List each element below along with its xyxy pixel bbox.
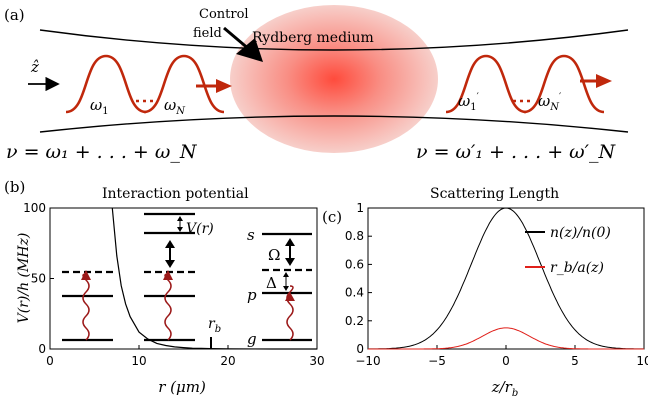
panel-b-ylabel: V(r)/h (MHz): [16, 233, 32, 324]
panel-b-xtick-label: 10: [131, 354, 146, 368]
vr-label: V(r): [186, 221, 214, 237]
rb-label: rb: [208, 316, 221, 335]
omega-1-prime-label: ω1′: [458, 92, 480, 113]
omega-1-label: ω1: [90, 96, 109, 117]
panel-b-ytick-label: 100: [23, 201, 46, 215]
panel-b-xtick-label: 30: [309, 354, 324, 368]
panel-b-label: (b): [4, 178, 25, 196]
output-arrow-head: [596, 74, 612, 88]
panel-c-ytick-label: 0.2: [345, 314, 364, 328]
energy-equation-left: ν = ω₁ + . . . + ω_N: [6, 141, 198, 163]
control-field-arrow-head: [236, 38, 263, 62]
panel-c-xtick-label: 5: [571, 354, 579, 368]
panel-c-xtick-label: −10: [355, 354, 380, 368]
panel-b-title: Interaction potential: [102, 186, 249, 202]
scattering-length-curve: [368, 327, 644, 350]
panel-c-xlabel: z/rb: [491, 378, 519, 399]
panel-c-ytick-label: 0.8: [345, 229, 364, 243]
panel-b-xtick-label: 0: [46, 354, 54, 368]
level-g-label: g: [247, 330, 257, 348]
level-scheme-left: [62, 270, 113, 342]
beam-envelope-top: [39, 29, 629, 51]
level-scheme-middle: V(r): [144, 212, 214, 342]
panel-c-ytick-label: 0.6: [345, 257, 364, 271]
panel-b: (b) Interaction potential 0 10 20 30050100 …: [4, 178, 325, 396]
rydberg-medium: [230, 5, 438, 153]
legend-label-density: n(z)/n(0): [550, 225, 611, 241]
control-field-label-2: field: [193, 26, 222, 41]
level-s-label: s: [247, 226, 255, 244]
density-curve: [367, 207, 645, 350]
panel-a: (a) Rydberg medium Control field ẑ ω1 ωN…: [4, 5, 629, 163]
input-arrow-head: [216, 79, 232, 93]
control-field-label-1: Control: [199, 7, 249, 22]
panel-c-ticks: −10 −5 0 5 10 0 0.2 0.4 0.6 0.8 1: [345, 201, 648, 368]
level-p-label: p: [247, 286, 257, 304]
output-pulse-n: [523, 54, 605, 114]
panel-c-xtick-label: 10: [636, 354, 648, 368]
z-axis-label: ẑ: [30, 58, 39, 76]
panel-a-label: (a): [4, 6, 25, 24]
beam-envelope-bottom: [39, 115, 629, 133]
panel-c-ytick-label: 0: [356, 342, 364, 356]
panel-c-ytick-label: 1: [356, 201, 364, 215]
medium-label: Rydberg medium: [252, 30, 374, 46]
panel-c-label: (c): [322, 208, 342, 226]
panel-b-ytick-label: 50: [31, 272, 46, 286]
omega-n-label: ωN: [164, 96, 186, 117]
omega-rabi-label: Ω: [268, 246, 280, 264]
panel-b-xtick-label: 20: [220, 354, 235, 368]
input-pulse-1: [65, 54, 147, 114]
omega-n-prime-label: ωN′: [538, 92, 562, 113]
legend-label-scattering: r_b/a(z): [550, 260, 604, 276]
detuning-label: Δ: [266, 274, 277, 292]
panel-c-xtick-label: 0: [502, 354, 510, 368]
level-scheme-right: s p g Ω Δ: [247, 226, 312, 348]
panel-c-ytick-label: 0.4: [345, 286, 364, 300]
output-pulse-1: [445, 54, 527, 114]
interaction-potential-curve: [111, 207, 317, 350]
panel-c: (c) Scattering Length −10 −5 0 5 10 0 0.2 0.4 0.…: [322, 186, 648, 399]
panel-b-ticks: 0 10 20 30 0 50 100: [23, 201, 325, 368]
input-pulse-n: [143, 54, 225, 114]
panel-c-title: Scattering Length: [430, 186, 559, 202]
panel-b-ytick-label: 0: [38, 342, 46, 356]
energy-equation-right: ν = ω′₁ + . . . + ω′_N: [416, 141, 616, 163]
panel-c-xtick-label: −5: [428, 354, 446, 368]
panel-b-xlabel: r (μm): [158, 378, 206, 396]
